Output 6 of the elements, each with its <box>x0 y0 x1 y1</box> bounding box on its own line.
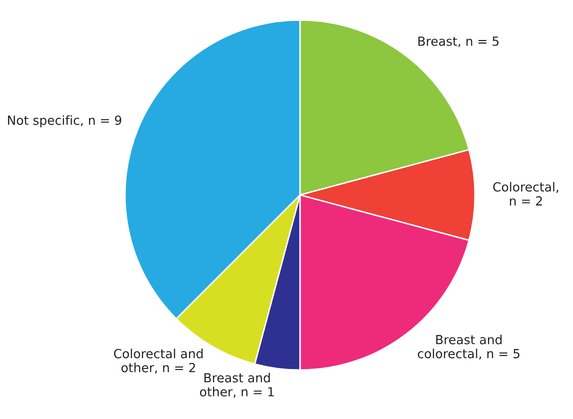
slice-label: Not specific, n = 9 <box>8 115 122 128</box>
slice-label: Breast and colorectal, n = 5 <box>418 334 520 360</box>
slice-label: Breast, n = 5 <box>418 36 499 48</box>
slice-label: Colorectal, n = 2 <box>493 182 558 206</box>
slice-label: Colorectal and other, n = 2 <box>114 348 203 374</box>
slice-label: Breast and other, n = 1 <box>200 372 274 398</box>
